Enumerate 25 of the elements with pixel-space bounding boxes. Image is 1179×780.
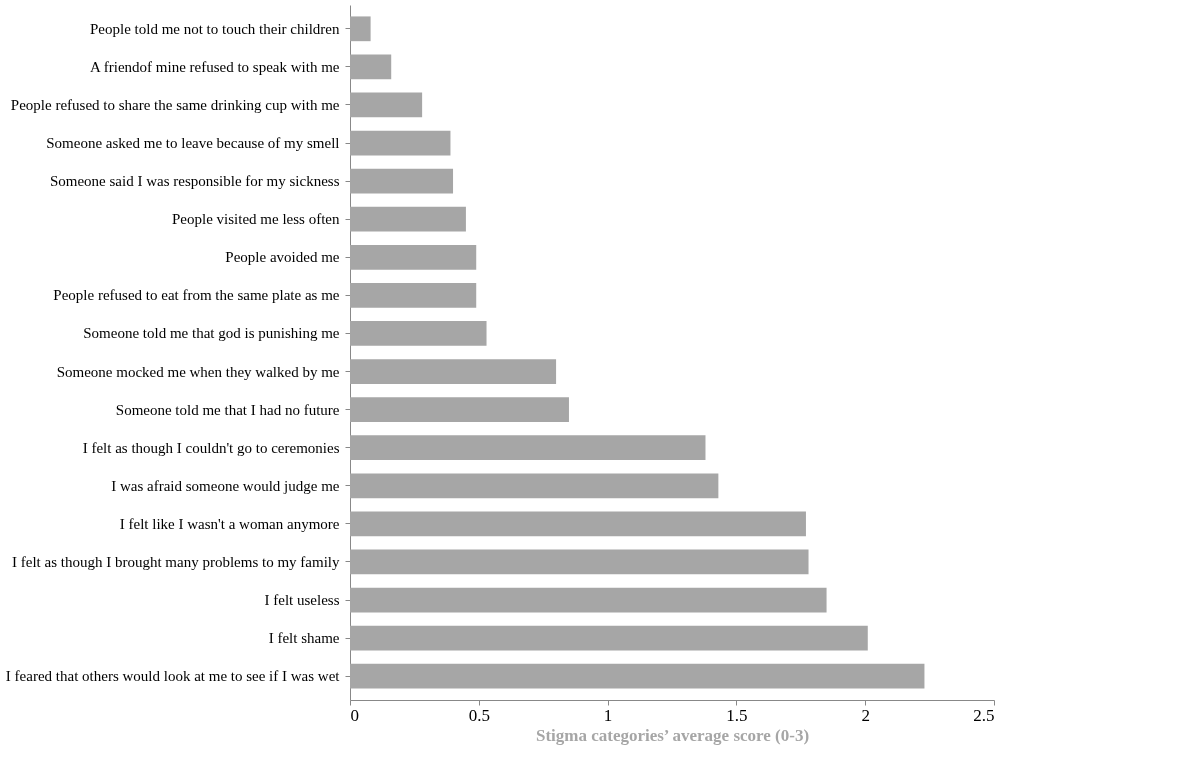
x-axis-title: Stigma categories’ average score (0-3)	[535, 725, 810, 745]
y-tick-label: Someone asked me to leave because of my smell	[46, 135, 340, 152]
y-tick-label: People avoided me	[225, 249, 340, 266]
y-tick-label: A friendof mine refused to speak with me	[89, 58, 340, 75]
y-tick-label: I was afraid someone would judge me	[111, 477, 340, 494]
y-tick-label: I felt like I wasn't a woman anymore	[119, 515, 340, 532]
x-tick-label: 0	[350, 705, 359, 725]
x-tick-label: 2.5	[973, 705, 995, 725]
x-tick-label: 1.5	[726, 705, 748, 725]
y-tick-label: I felt useless	[264, 592, 340, 609]
y-tick-label: I felt as though I brought many problems to my family	[12, 553, 340, 570]
x-tick-label: 0.5	[468, 705, 490, 725]
y-tick-label: I feared that others would look at me to see if I was wet	[5, 668, 341, 685]
y-tick-label: People told me not to touch their children	[89, 20, 340, 37]
y-tick-label: Someone mocked me when they walked by me	[56, 363, 340, 380]
x-tick-label: 2	[861, 705, 870, 725]
y-tick-label: Someone said I was responsible for my sickness	[49, 173, 340, 190]
y-tick-label: People refused to share the same drinking cup with me	[10, 96, 340, 113]
y-tick-label: I felt shame	[268, 630, 340, 647]
x-tick-label: 1	[603, 705, 613, 725]
y-tick-label: Someone told me that god is punishing me	[83, 325, 340, 342]
y-tick-label: Someone told me that I had no future	[115, 401, 340, 418]
y-tick-label: I felt as though I couldn't go to ceremonies	[82, 439, 340, 456]
y-tick-label: People refused to eat from the same plate as me	[53, 287, 340, 304]
y-tick-label: People visited me less often	[172, 211, 340, 228]
